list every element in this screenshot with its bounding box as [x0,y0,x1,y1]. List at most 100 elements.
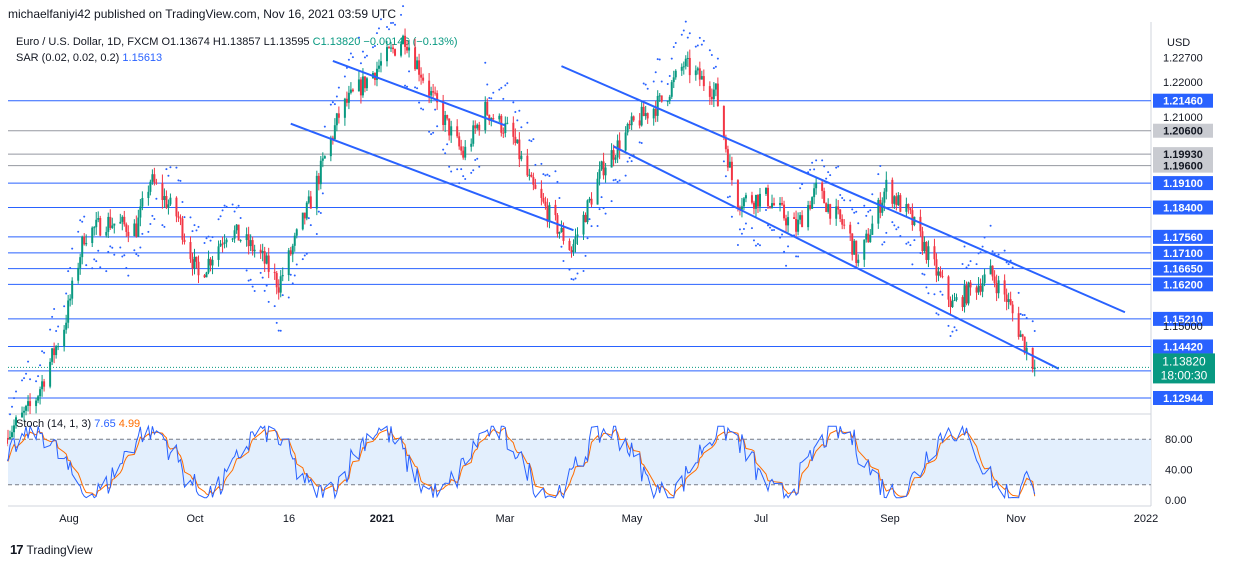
level-tag-bg [1153,158,1213,173]
sar-dot [161,224,164,227]
candle-body [991,265,994,277]
candle-body [253,249,256,252]
sar-dot [323,125,326,128]
candle-body [598,169,601,179]
sar-dot [379,18,382,21]
candle-body [857,259,860,264]
sar-dot [347,58,350,61]
sar-dot [107,250,110,253]
sar-dot [359,62,362,65]
candle-body [249,240,252,247]
stoch-tick-0: 80.00 [1165,434,1193,446]
sar-dot [534,163,537,166]
candle-body [177,216,180,218]
sar-dot [79,219,82,222]
sar-dot [656,58,659,61]
candle-body [386,47,388,62]
level-tag-bg [1153,390,1213,405]
sar-dot [730,215,733,218]
sar-dot [476,157,479,160]
sar-label: SAR (0.02, 0.02, 0.2) [16,52,120,64]
candle-body [584,214,587,223]
sar-dot [941,293,944,296]
sar-dot [225,205,228,208]
time-tick-7: Sep [880,513,900,525]
candle-body [390,47,393,49]
sar-dot [57,325,60,328]
sar-dot [267,300,270,303]
candle-body [275,273,278,288]
candle-body [231,238,234,240]
candle-body [542,197,545,202]
sar-dot [432,131,435,134]
candle-body [207,258,210,273]
sar-dot [600,196,603,199]
level-tag-1: 1.20600 [1153,123,1213,138]
candle-body [109,216,112,228]
candle-body [279,276,282,293]
candle-body [528,174,531,176]
sar-dot [23,377,26,380]
sar-dot [13,397,16,400]
sar-dot [851,208,854,211]
sar-dot [532,138,535,141]
sar-dot [390,22,393,25]
sar-dot [694,45,697,48]
currency-label: USD [1167,37,1190,49]
candle-body [406,46,409,51]
sar-dot [418,101,421,104]
sar-dot [913,239,916,242]
sar-dot [109,245,112,248]
sar-dot [923,273,926,276]
candle-body [953,300,956,302]
sar-dot [321,192,324,195]
ohlc-high: H1.13857 [212,36,261,48]
sar-dot [263,289,266,292]
candle-body [835,206,838,219]
sar-dot [377,27,380,30]
sar-dot [197,225,200,228]
sar-dot [1017,291,1020,294]
candle-body [586,200,589,223]
candle-body [815,182,818,189]
candle-body [41,381,44,390]
sar-dot [827,171,830,174]
sar-dot [490,97,493,100]
candle-body [827,204,830,212]
candle-body [867,233,870,243]
level-tag-11: 1.14420 [1153,339,1213,354]
candle-body [590,198,593,205]
candle-body [783,204,786,219]
candle-body [189,242,192,260]
sar-dot [839,194,842,197]
candle-body [520,155,523,160]
candle-body [317,175,320,185]
candle-body [53,348,56,356]
sar-dot [744,222,747,225]
sar-dot [939,290,942,293]
candle-body [949,299,952,308]
sar-dot [155,197,158,200]
sar-value: 1.15613 [122,52,163,64]
candle-body [83,236,86,245]
ohlc-open: O1.13674 [161,36,210,48]
candle-body [724,137,727,150]
sar-dot [147,230,150,233]
sar-dot [801,183,804,186]
sar-dot [504,84,507,87]
stoch-k-line [7,424,1036,500]
sar-dot [470,171,473,174]
sar-dot [881,243,884,246]
candle-body [151,174,154,182]
candle-body [107,216,110,232]
sar-dot [897,226,900,229]
sar-dot [684,20,687,23]
sar-dot [582,270,585,273]
sar-dot [492,91,495,94]
candle-body [111,225,114,228]
sar-dot [305,252,308,255]
candle-body [863,239,866,260]
candle-body [754,194,757,209]
candle-body [993,276,996,284]
